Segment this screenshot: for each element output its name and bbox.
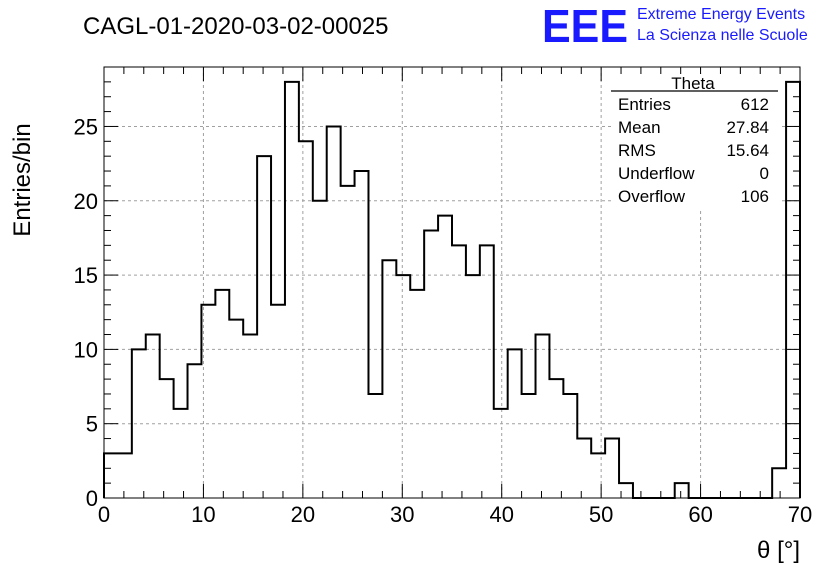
logo-line-2: La Scienza nelle Scuole — [637, 27, 808, 44]
histogram-bin — [174, 409, 188, 498]
x-tick-label: 10 — [191, 502, 215, 527]
histogram-bin — [536, 335, 550, 498]
histogram-bin — [424, 230, 438, 498]
x-axis: 0 10 20 30 40 50 60 70 — [98, 67, 812, 527]
histogram-bin — [313, 201, 327, 498]
histogram-bin — [146, 335, 160, 498]
x-tick-label: 0 — [98, 502, 110, 527]
chart-title: CAGL-01-2020-03-02-00025 — [83, 13, 389, 40]
histogram-bin — [368, 394, 382, 498]
histogram-bin — [257, 156, 271, 498]
histogram-bin — [299, 141, 313, 498]
y-tick-label: 15 — [74, 263, 98, 288]
stats-value-overflow: 106 — [741, 187, 769, 206]
histogram-bin — [549, 379, 563, 498]
histogram-bin — [285, 82, 299, 498]
histogram-bin — [243, 335, 257, 498]
x-tick-label: 30 — [390, 502, 414, 527]
histogram-bin — [396, 275, 410, 498]
y-tick-label: 0 — [86, 486, 98, 511]
histogram-bin — [188, 364, 202, 498]
histogram-bin — [201, 305, 215, 498]
x-axis-label: θ [°] — [757, 537, 800, 564]
histogram-bin — [271, 305, 285, 498]
stats-value-mean: 27.84 — [726, 118, 769, 137]
histogram-bin — [160, 379, 174, 498]
histogram-bin — [452, 245, 466, 498]
histogram-bin — [382, 260, 396, 498]
histogram-bin — [772, 468, 786, 498]
histogram-bin — [522, 394, 536, 498]
stats-value-underflow: 0 — [760, 164, 769, 183]
y-tick-label: 5 — [86, 412, 98, 437]
histogram-bin — [494, 409, 508, 498]
stats-value-entries: 612 — [741, 95, 769, 114]
stats-value-rms: 15.64 — [726, 141, 769, 160]
histogram-bin — [355, 171, 369, 498]
grid-lines — [104, 67, 800, 498]
y-axis-label: Entries/bin — [9, 123, 36, 236]
histogram-bin — [118, 453, 132, 498]
histogram-bin — [577, 439, 591, 498]
x-tick-label: 50 — [589, 502, 613, 527]
stats-label-entries: Entries — [618, 95, 671, 114]
stats-label-overflow: Overflow — [618, 187, 686, 206]
stats-box-background — [611, 74, 779, 210]
histogram-bin — [327, 126, 341, 498]
y-tick-label: 25 — [74, 114, 98, 139]
histogram-bin — [563, 394, 577, 498]
histogram-bin — [215, 290, 229, 498]
histogram-bin — [410, 290, 424, 498]
histogram-bin — [675, 483, 689, 498]
x-tick-label: 40 — [489, 502, 513, 527]
logo-mark: EEE — [542, 0, 628, 52]
histogram-bin — [591, 453, 605, 498]
histogram-outline — [103, 80, 801, 499]
stats-label-underflow: Underflow — [618, 164, 695, 183]
stats-label-mean: Mean — [618, 118, 661, 137]
histogram-bin — [438, 216, 452, 498]
y-axis: 0 5 10 15 20 25 — [74, 66, 800, 511]
histogram-bin — [508, 349, 522, 498]
stats-box: Theta Entries 612 Mean 27.84 RMS 15.64 U… — [611, 74, 779, 210]
x-tick-label: 20 — [291, 502, 315, 527]
y-tick-label: 20 — [74, 189, 98, 214]
histogram-bin — [229, 320, 243, 498]
histogram-bin — [605, 439, 619, 498]
histogram-bin — [341, 186, 355, 498]
histogram-bin — [132, 349, 146, 498]
histogram-bin — [480, 245, 494, 498]
histogram-bin — [466, 275, 480, 498]
stats-box-title: Theta — [671, 74, 715, 93]
eee-logo: EEE Extreme Energy Events La Scienza nel… — [542, 0, 808, 52]
y-tick-label: 10 — [74, 337, 98, 362]
x-tick-label: 60 — [688, 502, 712, 527]
histogram-bin — [104, 453, 118, 498]
x-tick-label: 70 — [788, 502, 812, 527]
stats-label-rms: RMS — [618, 141, 656, 160]
histogram-bars — [103, 80, 801, 499]
logo-line-1: Extreme Energy Events — [637, 6, 805, 23]
